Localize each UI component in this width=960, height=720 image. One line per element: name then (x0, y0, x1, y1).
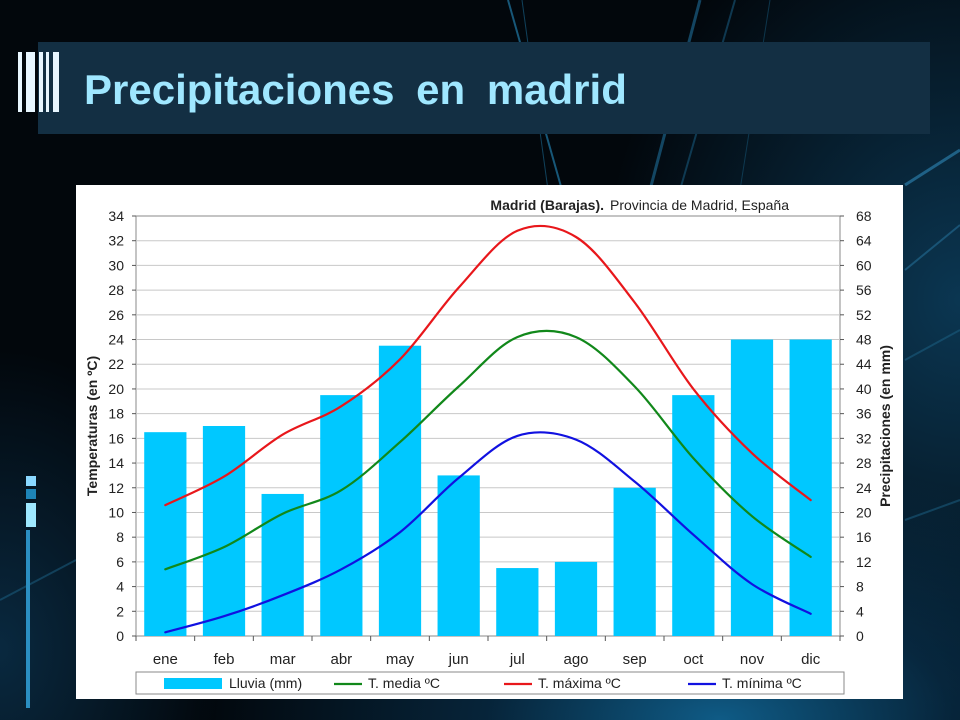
chart-title: Madrid (Barajas). (490, 197, 604, 213)
y-right-tick-label: 68 (856, 208, 872, 224)
chart-svg: 0246810121416182022242628303234048121620… (84, 197, 893, 695)
x-tick-label-ago: ago (563, 651, 588, 668)
y-left-tick-label: 10 (108, 504, 124, 520)
y-left-tick-label: 34 (108, 208, 124, 224)
y-left-tick-label: 22 (108, 356, 124, 372)
y-left-tick-label: 8 (116, 529, 124, 545)
bar-lluvia-may (378, 345, 422, 636)
y-right-tick-label: 4 (856, 603, 864, 619)
slide-decoration (18, 52, 59, 708)
x-tick-label-ene: ene (153, 651, 178, 668)
bar-lluvia-nov (730, 339, 774, 636)
y-right-tick-label: 32 (856, 430, 872, 446)
x-tick-label-may: may (386, 651, 415, 668)
climate-chart: 0 2 4 6 8 10 12 14 16 18 20 22 24 26 28 30 32 34 0 4 8 12 16 20… (76, 185, 903, 699)
y-right-tick-label: 24 (856, 480, 872, 496)
y-left-tick-label: 18 (108, 406, 124, 422)
y-right-tick-label: 20 (856, 504, 872, 520)
bar-lluvia-jul (496, 568, 539, 636)
line-t-maxima (164, 224, 812, 507)
x-tick-label-oct: oct (683, 651, 704, 668)
y-left-tick-label: 14 (108, 455, 124, 471)
slide-title: Precipitaciones en madrid (84, 66, 627, 113)
bar-lluvia-jun (437, 475, 480, 636)
y-right-tick-label: 12 (856, 554, 872, 570)
bar-lluvia-abr (320, 395, 363, 636)
y-right-tick-label: 60 (856, 257, 872, 273)
x-tick-label-abr: abr (330, 651, 352, 668)
y-right-tick-label: 0 (856, 628, 864, 644)
y-right-tick-label: 44 (856, 356, 872, 372)
x-tick-label-jul: jul (509, 651, 525, 668)
y-right-tick-label: 64 (856, 233, 872, 249)
y-left-tick-label: 32 (108, 233, 124, 249)
y-left-tick-label: 4 (116, 579, 124, 595)
legend-label-line-t-media: T. media ºC (368, 675, 440, 691)
y-right-tick-label: 52 (856, 307, 872, 323)
bar-lluvia-oct (672, 395, 715, 636)
bar-lluvia-dic (789, 339, 832, 636)
title-bar (38, 42, 930, 134)
y-right-tick-label: 40 (856, 381, 872, 397)
line-t-minima (164, 431, 812, 634)
y-right-tick-label: 36 (856, 406, 872, 422)
y-left-tick-label: 24 (108, 332, 124, 348)
y-right-tick-label: 48 (856, 332, 872, 348)
y-left-tick-label: 16 (108, 430, 124, 446)
x-tick-label-nov: nov (740, 651, 765, 668)
bar-lluvia-feb (202, 426, 246, 636)
y-left-tick-label: 20 (108, 381, 124, 397)
x-tick-label-jun: jun (448, 651, 469, 668)
bar-lluvia-ene (144, 432, 187, 636)
legend-swatch-lluvia (164, 678, 222, 689)
x-tick-label-dic: dic (801, 651, 821, 668)
bar-lluvia-mar (261, 493, 304, 636)
y-right-axis-label: Precipitaciones (en mm) (877, 345, 893, 507)
y-left-tick-label: 30 (108, 257, 124, 273)
legend-label-line-t-maxima: T. máxima ºC (538, 675, 621, 691)
y-left-axis-label: Temperaturas (en ºC) (84, 356, 100, 496)
legend-box (135, 671, 845, 695)
y-left-tick-label: 28 (108, 282, 124, 298)
y-left-tick-label: 12 (108, 480, 124, 496)
legend-label-lluvia: Lluvia (mm) (229, 675, 302, 691)
y-right-tick-label: 8 (856, 579, 864, 595)
bar-lluvia-sep (613, 487, 656, 636)
y-left-tick-label: 2 (116, 603, 124, 619)
x-tick-label-feb: feb (214, 651, 235, 668)
y-left-tick-label: 0 (116, 628, 124, 644)
plot-area (135, 215, 841, 637)
y-left-tick-label: 6 (116, 554, 124, 570)
x-tick-label-mar: mar (270, 651, 296, 668)
y-right-tick-label: 56 (856, 282, 872, 298)
line-t-media (164, 329, 812, 571)
x-tick-label-sep: sep (623, 651, 647, 668)
bar-lluvia-ago (554, 561, 598, 636)
y-right-tick-label: 16 (856, 529, 872, 545)
chart-subtitle: Provincia de Madrid, España (610, 197, 789, 213)
legend-label-line-t-minima: T. mínima ºC (722, 675, 802, 691)
y-left-tick-label: 26 (108, 307, 124, 323)
y-right-tick-label: 28 (856, 455, 872, 471)
